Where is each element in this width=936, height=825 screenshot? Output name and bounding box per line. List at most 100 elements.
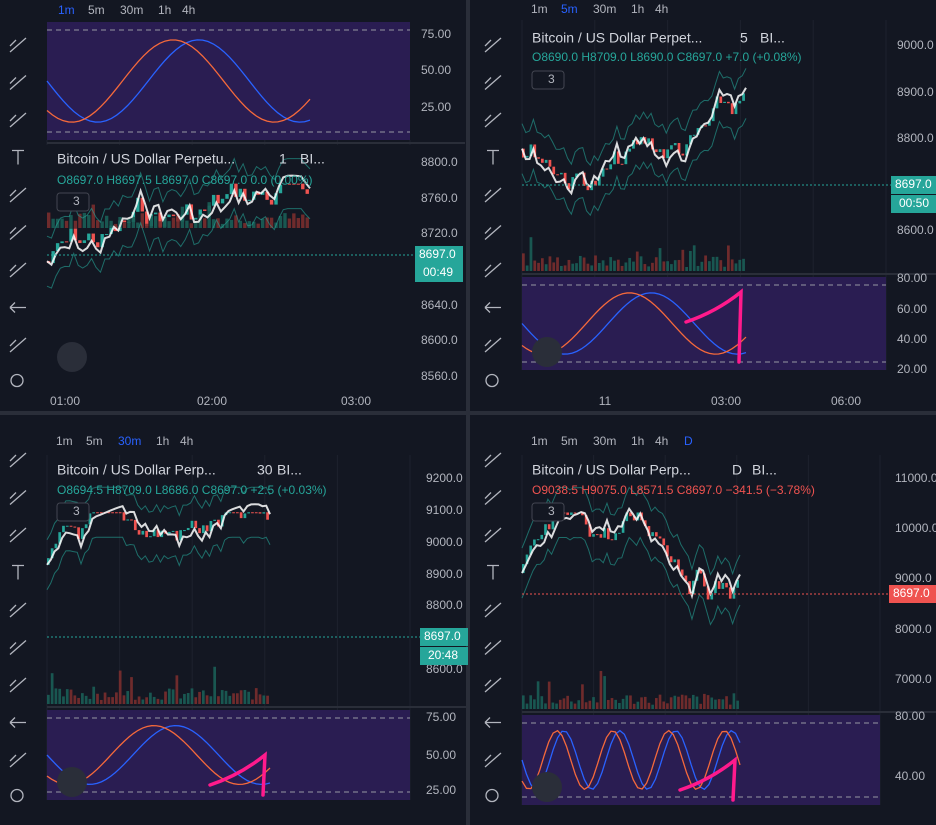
volume-bar — [635, 251, 639, 271]
icon[interactable] — [12, 149, 24, 165]
icon[interactable] — [9, 677, 27, 693]
studies-toggle[interactable] — [531, 502, 565, 522]
volume-bar — [145, 223, 149, 228]
icon[interactable] — [484, 752, 502, 768]
icon[interactable] — [484, 302, 501, 313]
icon[interactable] — [9, 452, 27, 468]
timeframe-button[interactable]: 5m — [88, 3, 105, 17]
icon[interactable] — [484, 112, 502, 128]
interval: 1 — [279, 151, 287, 167]
candle — [201, 525, 205, 534]
timeframe-button[interactable]: 4h — [182, 3, 195, 17]
volume-bar — [529, 237, 533, 271]
candle — [529, 144, 533, 156]
volume-bar — [606, 699, 610, 709]
timeframe-button[interactable]: 1h — [631, 434, 644, 448]
timeframe-button[interactable]: 5m — [86, 434, 103, 448]
timeframe-button[interactable]: 1m — [58, 3, 75, 17]
candle — [599, 534, 603, 538]
logo — [57, 342, 87, 372]
candle — [609, 164, 613, 170]
bollinger-band — [521, 118, 747, 217]
volume-bar — [122, 222, 127, 228]
volume-bar — [213, 666, 217, 704]
icon[interactable] — [9, 262, 27, 278]
osc-tick-label: 75.00 — [421, 27, 451, 41]
volume-bar — [73, 695, 77, 704]
icon[interactable] — [9, 752, 27, 768]
icon[interactable] — [484, 37, 502, 53]
timeframe-button[interactable]: 1m — [56, 434, 73, 448]
volume-bar — [287, 218, 292, 228]
candle — [96, 512, 99, 514]
icon[interactable] — [484, 490, 502, 505]
icon[interactable] — [9, 490, 27, 505]
timeframe-button[interactable]: 5m — [561, 434, 578, 448]
icon[interactable] — [9, 602, 27, 618]
candle — [287, 183, 292, 185]
candle — [64, 241, 69, 243]
timeframe-button[interactable]: 30m — [120, 3, 143, 17]
icon[interactable] — [10, 788, 24, 803]
timeframe-button[interactable]: 4h — [655, 434, 668, 448]
chart-panel: 1m 5m 30m 1h 4h Bitcoin / US Dollar Perpetu..… — [46, 3, 465, 408]
candle — [556, 174, 559, 176]
studies-toggle[interactable] — [56, 192, 90, 212]
candle — [50, 548, 54, 559]
icon[interactable] — [9, 527, 27, 543]
volume-bar — [522, 695, 525, 709]
timeframe-button[interactable]: 30m — [593, 2, 616, 16]
timeframe-button[interactable]: 1h — [631, 2, 644, 16]
moving-average — [46, 503, 271, 566]
timeframe-button[interactable]: 1m — [531, 434, 548, 448]
icon[interactable] — [9, 302, 26, 313]
timeframe-button[interactable]: 5m — [561, 2, 578, 16]
timeframe-button[interactable]: D — [684, 434, 693, 448]
icon[interactable] — [484, 262, 502, 278]
icon[interactable] — [484, 640, 502, 655]
timeframe-button[interactable]: 1h — [158, 3, 171, 17]
icon[interactable] — [484, 717, 501, 728]
icon[interactable] — [9, 337, 27, 353]
volume-bar — [597, 262, 601, 271]
studies-toggle[interactable] — [56, 502, 90, 522]
icon[interactable] — [484, 337, 502, 353]
timeframe-button[interactable]: 1h — [156, 434, 169, 448]
timeframe-button[interactable]: 30m — [118, 434, 141, 448]
candle — [145, 530, 148, 538]
icon[interactable] — [9, 37, 27, 53]
icon[interactable] — [9, 75, 27, 90]
studies-toggle[interactable] — [531, 70, 565, 90]
timeframe-button[interactable]: 4h — [655, 2, 668, 16]
icon[interactable] — [484, 225, 502, 240]
volume-bar — [651, 262, 654, 271]
icon[interactable] — [9, 112, 27, 128]
icon[interactable] — [485, 788, 499, 803]
volume-bar — [670, 264, 673, 271]
studies-count: 3 — [548, 504, 555, 518]
icon[interactable] — [484, 75, 502, 90]
icon[interactable] — [9, 640, 27, 655]
icon[interactable] — [487, 149, 499, 165]
timeframe-button[interactable]: 30m — [593, 434, 616, 448]
osc-tick-label: 20.00 — [897, 362, 927, 376]
candle — [194, 217, 198, 220]
icon[interactable] — [487, 564, 499, 580]
icon[interactable] — [484, 602, 502, 618]
icon[interactable] — [485, 373, 499, 388]
icon[interactable] — [10, 373, 24, 388]
osc-tick-label: 80.00 — [895, 709, 925, 723]
volume-bar — [616, 259, 620, 271]
volume-bar — [149, 215, 153, 228]
icon[interactable] — [484, 187, 502, 203]
volume-bar — [104, 215, 109, 228]
icon[interactable] — [484, 677, 502, 693]
icon[interactable] — [9, 717, 26, 728]
icon[interactable] — [9, 225, 27, 240]
icon[interactable] — [484, 527, 502, 543]
icon[interactable] — [484, 452, 502, 468]
icon[interactable] — [12, 564, 24, 580]
icon[interactable] — [9, 187, 27, 203]
timeframe-button[interactable]: 1m — [531, 2, 548, 16]
timeframe-button[interactable]: 4h — [180, 434, 193, 448]
